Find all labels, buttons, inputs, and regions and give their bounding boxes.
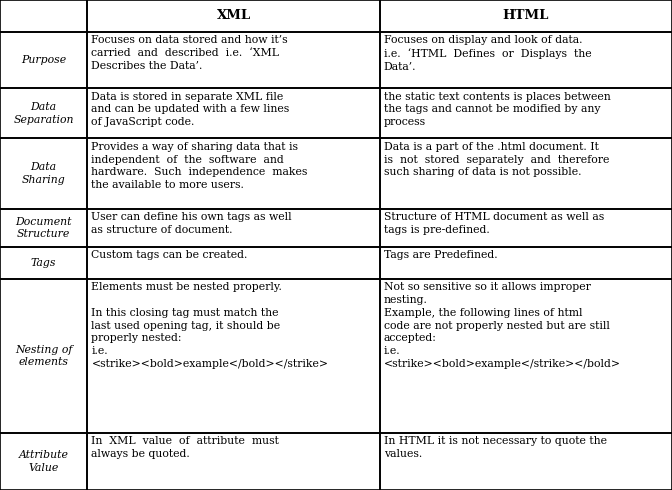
Bar <box>380 0 672 32</box>
Text: Provides a way of sharing data that is
independent  of  the  software  and
hardw: Provides a way of sharing data that is i… <box>91 142 308 190</box>
Bar <box>380 279 672 433</box>
Text: XML: XML <box>216 9 251 23</box>
Bar <box>380 247 672 279</box>
Bar <box>380 138 672 209</box>
Bar <box>0 88 87 138</box>
Text: Attribute
Value: Attribute Value <box>19 450 69 473</box>
Text: Structure of HTML document as well as
tags is pre-defined.: Structure of HTML document as well as ta… <box>384 212 604 235</box>
Text: In  XML  value  of  attribute  must
always be quoted.: In XML value of attribute must always be… <box>91 437 280 459</box>
Bar <box>0 32 87 88</box>
Text: Focuses on display and look of data.
i.e.  ‘HTML  Defines  or  Displays  the
Dat: Focuses on display and look of data. i.e… <box>384 35 591 72</box>
Text: Elements must be nested properly.

In this closing tag must match the
last used : Elements must be nested properly. In thi… <box>91 282 329 369</box>
Text: User can define his own tags as well
as structure of document.: User can define his own tags as well as … <box>91 212 292 235</box>
Bar <box>0 279 87 433</box>
Text: Data
Sharing: Data Sharing <box>22 163 66 185</box>
Bar <box>87 0 380 32</box>
Text: Data
Separation: Data Separation <box>13 102 74 124</box>
Text: HTML: HTML <box>503 9 549 23</box>
Bar <box>380 32 672 88</box>
Bar <box>0 433 87 490</box>
Bar <box>87 209 380 247</box>
Text: Custom tags can be created.: Custom tags can be created. <box>91 250 248 260</box>
Bar <box>87 88 380 138</box>
Text: Tags are Predefined.: Tags are Predefined. <box>384 250 497 260</box>
Bar <box>380 433 672 490</box>
Text: In HTML it is not necessary to quote the
values.: In HTML it is not necessary to quote the… <box>384 437 607 459</box>
Bar <box>0 138 87 209</box>
Bar <box>0 0 87 32</box>
Bar <box>0 209 87 247</box>
Text: Document
Structure: Document Structure <box>15 217 72 239</box>
Text: Data is stored in separate XML file
and can be updated with a few lines
of JavaS: Data is stored in separate XML file and … <box>91 92 290 127</box>
Text: Not so sensitive so it allows improper
nesting.
Example, the following lines of : Not so sensitive so it allows improper n… <box>384 282 621 369</box>
Text: Nesting of
elements: Nesting of elements <box>15 344 73 367</box>
Text: Focuses on data stored and how it’s
carried  and  described  i.e.  ‘XML
Describe: Focuses on data stored and how it’s carr… <box>91 35 288 71</box>
Bar <box>380 209 672 247</box>
Text: Tags: Tags <box>31 258 56 268</box>
Bar <box>87 138 380 209</box>
Bar <box>87 247 380 279</box>
Bar <box>87 32 380 88</box>
Text: Data is a part of the .html document. It
is  not  stored  separately  and  there: Data is a part of the .html document. It… <box>384 142 609 177</box>
Bar <box>87 279 380 433</box>
Text: Purpose: Purpose <box>21 55 67 65</box>
Bar <box>380 88 672 138</box>
Text: the static text contents is places between
the tags and cannot be modified by an: the static text contents is places betwe… <box>384 92 610 127</box>
Bar <box>87 433 380 490</box>
Bar <box>0 247 87 279</box>
